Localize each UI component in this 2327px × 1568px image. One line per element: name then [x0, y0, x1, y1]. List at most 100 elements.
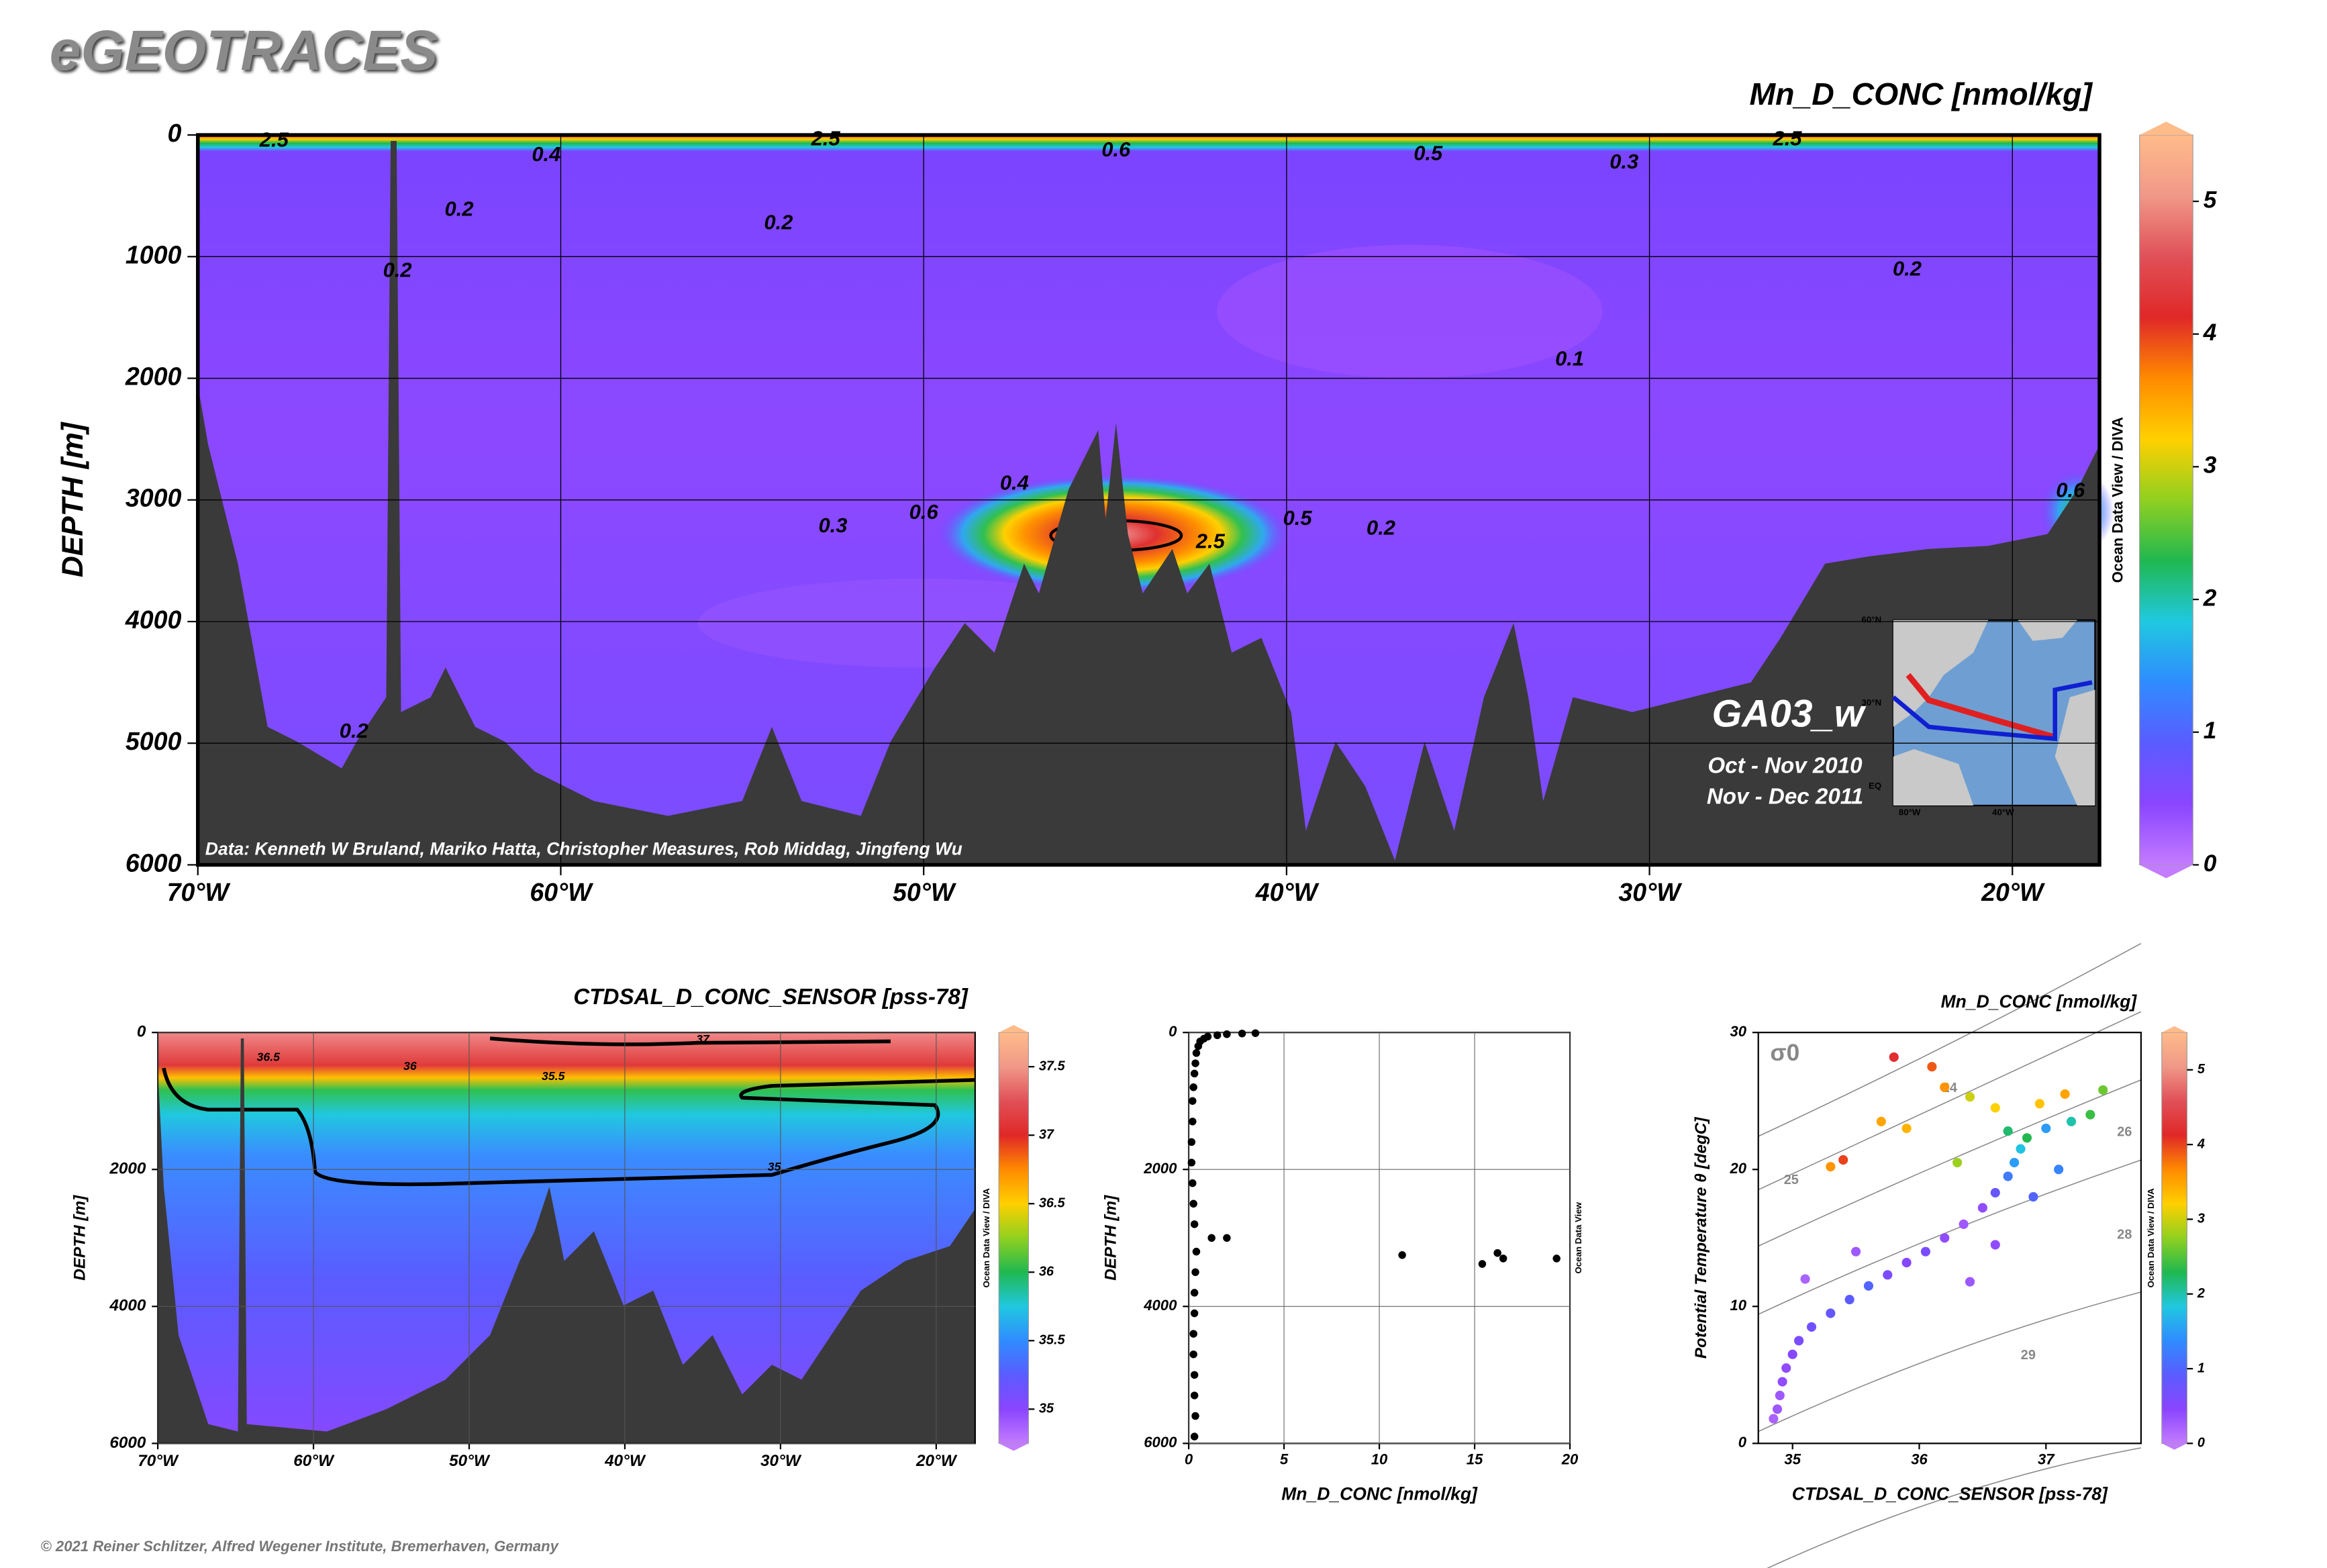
y-tick-label: 5000	[126, 727, 182, 755]
y-tick-label: 4000	[1143, 1297, 1177, 1314]
y-tick-label: 20	[1729, 1160, 1746, 1177]
data-point	[1977, 1203, 1987, 1213]
colorbar-label: 5	[2204, 187, 2218, 213]
inset-map	[1891, 619, 2096, 807]
contour-label: 0.5	[1283, 506, 1313, 530]
colorbar-label: 0	[2197, 1436, 2205, 1451]
data-point	[2066, 1116, 2077, 1126]
contour-label: 2.5	[1773, 127, 1803, 150]
data-point	[2054, 1165, 2064, 1175]
contour-label: 0.2	[383, 258, 412, 281]
x-tick-label: 20°W	[1981, 878, 2046, 906]
data-point	[1883, 1270, 1893, 1280]
data-point	[1787, 1349, 1797, 1359]
data-point	[1192, 1247, 1201, 1256]
y-axis-label: Potential Temperature θ [degC]	[1692, 1117, 1710, 1359]
software-credit: Ocean Data View / DIVA	[2110, 417, 2126, 583]
data-point	[1190, 1220, 1199, 1228]
y-axis-label: DEPTH [m]	[56, 422, 89, 577]
data-point	[1990, 1240, 2000, 1250]
y-tick-label: 30	[1730, 1023, 1746, 1040]
data-point	[1191, 1059, 1199, 1067]
x-tick-label: 36	[1911, 1451, 1928, 1468]
data-point	[1901, 1123, 1912, 1134]
x-tick-label: 40°W	[604, 1452, 646, 1470]
data-point	[1189, 1350, 1197, 1359]
data-point	[1794, 1336, 1804, 1346]
density-curve	[1759, 1448, 2141, 1568]
x-tick-label: 30°W	[1618, 878, 1683, 906]
contour-label: 0.4	[1000, 471, 1029, 494]
colorbar-end	[999, 1443, 1029, 1451]
colorbar-end	[2139, 865, 2193, 879]
software-credit: Ocean Data View / DIVA	[2146, 1188, 2156, 1288]
data-point	[1192, 1049, 1201, 1057]
y-tick-label: 4000	[109, 1297, 146, 1315]
contour-label: 2.5	[259, 128, 289, 151]
colorbar-label: 35	[1039, 1402, 1054, 1416]
contour-label: 35.5	[542, 1069, 566, 1083]
data-point	[2060, 1089, 2070, 1099]
data-point	[1990, 1187, 2000, 1198]
y-tick-label: 0	[137, 1023, 146, 1041]
y-tick-label: 10	[1730, 1297, 1746, 1314]
section-name: GA03_w	[1712, 693, 1867, 736]
y-tick-label: 3000	[126, 484, 182, 512]
density-curve	[1759, 1080, 2141, 1246]
data-point	[1213, 1031, 1222, 1040]
cruise-dates: Nov - Dec 2011	[1707, 785, 1863, 810]
x-tick-label: 10	[1371, 1451, 1388, 1468]
data-point	[1851, 1246, 1861, 1257]
data-point	[2022, 1133, 2032, 1143]
contour-label: 29	[2021, 1348, 2036, 1363]
y-tick-label: 6000	[1144, 1434, 1177, 1451]
contour-label: 36	[403, 1059, 417, 1073]
colorbar-label: 3	[2204, 452, 2217, 479]
data-point	[1187, 1159, 1196, 1167]
data-point	[1876, 1116, 1886, 1126]
chart-title: Mn_D_CONC [nmol/kg]	[1941, 991, 2138, 1012]
contour-label: 25	[1784, 1173, 1799, 1187]
colorbar-label: 5	[2197, 1062, 2206, 1077]
data-point	[2028, 1191, 2038, 1202]
colorbar-label: 1	[2197, 1361, 2205, 1375]
y-tick-label: 0	[1738, 1434, 1747, 1451]
data-point	[2085, 1110, 2095, 1120]
contour-label: 0.2	[1367, 516, 1395, 539]
data-point	[1251, 1029, 1260, 1037]
data-point	[1769, 1414, 1779, 1424]
y-tick-label: 6000	[109, 1434, 146, 1452]
contour-label: 0.6	[1101, 138, 1131, 161]
data-point	[1189, 1118, 1197, 1126]
data-point	[1772, 1404, 1783, 1414]
data-point	[1959, 1219, 1969, 1229]
data-point	[1826, 1308, 1836, 1318]
chart-title: CTDSAL_D_CONC_SENSOR [pss-78]	[573, 985, 968, 1010]
chart-title: Mn_D_CONC [nmol/kg]	[1750, 77, 2093, 111]
x-tick-label: 60°W	[293, 1452, 335, 1470]
sal-field	[158, 1032, 975, 1444]
y-tick-label: 4000	[125, 605, 182, 634]
contour-label: 0.2	[445, 197, 474, 221]
data-point	[1223, 1030, 1231, 1038]
data-point	[1965, 1092, 1975, 1102]
colorbar	[998, 1032, 1029, 1444]
x-axis-label: CTDSAL_D_CONC_SENSOR [pss-78]	[1792, 1484, 2108, 1504]
data-point	[1838, 1155, 1848, 1165]
y-tick-label: 2000	[1143, 1160, 1177, 1177]
contour-label: 28	[2117, 1227, 2132, 1242]
data-point	[1189, 1083, 1197, 1091]
y-tick-label: 1000	[126, 240, 182, 268]
software-credit: Ocean Data View	[1573, 1202, 1583, 1273]
y-axis-label: DEPTH [m]	[71, 1195, 89, 1281]
data-point	[1493, 1248, 1501, 1257]
data-point	[1478, 1260, 1487, 1268]
data-point	[2016, 1144, 2026, 1154]
data-point	[1191, 1268, 1199, 1277]
x-tick-label: 5	[1280, 1451, 1289, 1468]
colorbar-label: 35.5	[1039, 1333, 1066, 1348]
colorbar-label: 1	[2204, 718, 2217, 744]
colorbar-end	[2161, 1026, 2187, 1033]
data-point	[1889, 1052, 1899, 1062]
data-point	[1398, 1251, 1406, 1259]
